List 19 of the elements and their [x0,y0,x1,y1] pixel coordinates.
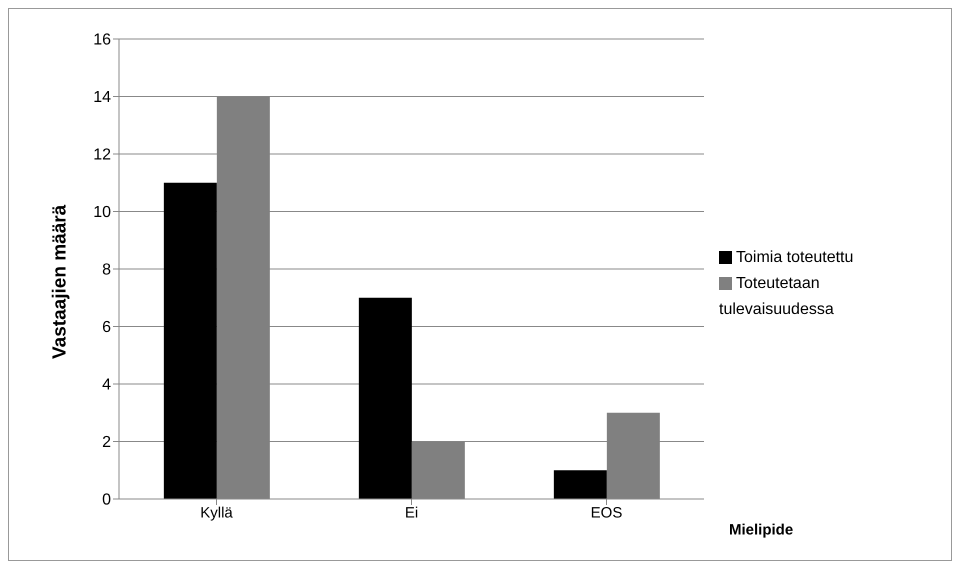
y-tick-label: 16 [93,32,112,49]
bar [554,470,607,499]
y-tick-label: 0 [102,492,112,509]
x-tick-label: Kyllä [200,504,234,522]
y-tick-label: 10 [93,204,112,222]
legend-label: Toteutetaan tulevaisuudessa [719,275,834,318]
y-tick-label: 8 [102,262,112,279]
x-tick-label: Ei [404,504,418,522]
y-tick-label: 4 [102,376,112,394]
bar [358,298,412,499]
y-tick-label: 14 [93,89,112,106]
y-tick-label: 2 [102,434,112,452]
bar [164,182,217,499]
y-tick-label: 6 [102,319,112,336]
x-tick-label: EOS [590,504,622,522]
y-axis-title: Vastaajien määrä [50,204,71,359]
y-tick-label: 12 [93,146,112,164]
legend-label: Toimia toteutettu [736,249,854,266]
x-axis-title: Mielipide [729,521,794,538]
